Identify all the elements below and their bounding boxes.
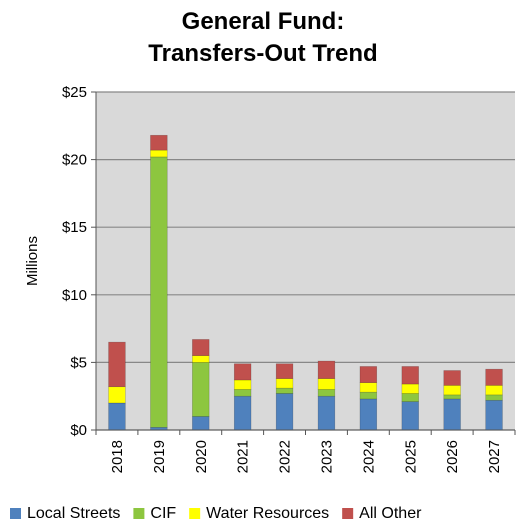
chart-title: General Fund: Transfers-Out Trend: [0, 6, 526, 70]
bar-segment-water-resources-2019: [150, 149, 168, 158]
bar-segment-cif-2024: [359, 391, 378, 400]
legend-label-all-other: All Other: [359, 505, 422, 522]
x-tick-label: 2024: [360, 440, 377, 473]
y-tick-label: $15: [62, 219, 87, 236]
legend-swatch-local-streets: [10, 508, 21, 519]
legend: Local Streets CIF Water Resources All Other: [10, 505, 422, 522]
bar-segment-water-resources-2021: [233, 379, 252, 390]
chart-title-line-2: Transfers-Out Trend: [148, 40, 378, 67]
y-tick-label: $10: [62, 287, 87, 304]
bar-segment-water-resources-2025: [401, 383, 419, 394]
x-tick-label: 2020: [193, 440, 210, 473]
bar-segment-cif-2020: [192, 362, 210, 417]
bar-segment-all-other-2025: [401, 366, 419, 385]
bar-segment-local-streets-2021: [233, 395, 252, 431]
bar-segment-local-streets-2026: [443, 398, 461, 431]
bar-segment-local-streets-2024: [359, 398, 378, 431]
x-tick-label: 2021: [235, 440, 252, 473]
y-tick-label: $20: [62, 152, 87, 169]
bar-segment-local-streets-2027: [485, 399, 503, 431]
legend-label-local-streets: Local Streets: [27, 505, 120, 522]
legend-label-cif: CIF: [150, 505, 176, 522]
y-tick-label: $5: [70, 354, 87, 371]
bar-segment-local-streets-2025: [401, 401, 419, 431]
bar-segment-cif-2021: [233, 389, 252, 397]
bar-segment-all-other-2022: [275, 363, 294, 379]
bar-segment-all-other-2018: [108, 341, 126, 388]
bar-segment-water-resources-2023: [317, 378, 336, 390]
bar-segment-local-streets-2022: [275, 393, 294, 431]
bar-segment-water-resources-2027: [485, 385, 503, 396]
bar-segment-water-resources-2024: [359, 382, 378, 393]
bar-segment-all-other-2020: [192, 339, 210, 356]
bar-segment-all-other-2027: [485, 368, 503, 386]
bar-segment-cif-2019: [150, 156, 168, 428]
bar-segment-all-other-2026: [443, 370, 461, 386]
bar-segment-water-resources-2022: [275, 378, 294, 389]
bar-segment-local-streets-2023: [317, 395, 336, 431]
bar-segment-cif-2026: [443, 394, 461, 400]
legend-swatch-all-other: [342, 508, 354, 519]
x-tick-label: 2022: [277, 440, 294, 473]
axes: $0 $5 $10 $15 $20 $25 2018 2019 2020 2021 2022 2023…: [62, 84, 516, 473]
bars: [108, 134, 503, 431]
legend-label-water-resources: Water Resources: [206, 505, 329, 522]
bar-segment-all-other-2023: [317, 360, 336, 379]
bar-segment-water-resources-2026: [443, 385, 461, 396]
bar-segment-local-streets-2018: [108, 402, 126, 431]
bar-segment-cif-2022: [275, 387, 294, 394]
x-tick-label: 2019: [151, 440, 168, 473]
x-tick-label: 2026: [444, 440, 461, 473]
legend-swatch-cif: [133, 508, 145, 519]
y-tick-label: $0: [70, 422, 87, 439]
bar-segment-cif-2025: [401, 393, 419, 402]
bar-segment-all-other-2019: [150, 134, 168, 151]
x-tick-label: 2018: [109, 440, 126, 473]
bar-segment-cif-2027: [485, 394, 503, 401]
x-tick-label: 2025: [402, 440, 419, 473]
x-tick-label: 2023: [318, 440, 335, 473]
bar-segment-all-other-2021: [233, 363, 252, 381]
y-axis-title: Millions: [24, 236, 41, 286]
bar-segment-water-resources-2020: [192, 355, 210, 363]
y-tick-label: $25: [62, 84, 87, 101]
bar-segment-water-resources-2018: [108, 386, 126, 404]
chart-title-line-1: General Fund:: [181, 8, 345, 35]
legend-swatch-water-resources: [189, 508, 201, 519]
x-tick-label: 2027: [486, 440, 503, 473]
bar-segment-all-other-2024: [359, 366, 378, 383]
bar-segment-local-streets-2020: [192, 416, 210, 431]
bar-segment-cif-2023: [317, 389, 336, 397]
